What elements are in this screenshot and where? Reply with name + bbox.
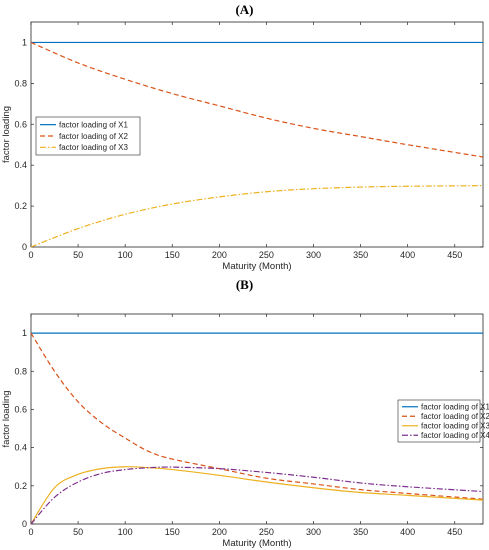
chart-1-x-tick-label: 300 [306,527,321,537]
chart-1-legend-label-x1: factor loading of X1 [421,403,489,412]
chart-1-x-tick-label: 400 [400,527,415,537]
chart-1-x-tick-label: 0 [28,527,33,537]
chart-0-legend-label-x1: factor loading of X1 [59,120,128,129]
chart-0-x-tick-label: 350 [353,250,368,260]
chart-1-x-axis-label: Maturity (Month) [222,538,291,549]
chart-0-y-tick-label: 0.8 [14,78,27,88]
chart-0-x-tick-label: 100 [118,250,133,260]
chart-1-plot-frame [30,313,484,525]
chart-0-y-tick-label: 0.6 [14,119,27,129]
chart-0-x-tick-label: 200 [212,250,227,260]
chart-0-y-axis-label: factor loading [1,106,12,163]
chart-1-x-tick-label: 100 [118,527,133,537]
chart-0-y-tick-label: 1 [22,37,27,47]
chart-0-x-axis-label: Maturity (Month) [222,261,291,272]
chart-0-x-tick-label: 400 [400,250,415,260]
chart-0-x-tick-label: 50 [73,250,83,260]
chart-1-x-tick-label: 350 [353,527,368,537]
chart-0-x-tick-label: 450 [447,250,462,260]
chart-1-y-tick-label: 0 [22,519,27,529]
chart-1-x-tick-label: 200 [212,527,227,537]
chart-1-series-line-x4 [30,466,484,525]
panel-b-label: (B) [235,277,254,292]
panel-a-label: (A) [235,2,254,17]
chart-0-series-line-x3 [30,185,484,248]
chart-1-y-axis-label: factor loading [1,390,12,447]
chart-1-x-tick-label: 150 [165,527,180,537]
chart-1-y-tick-label: 0.2 [14,481,27,491]
chart-0-x-tick-label: 150 [165,250,180,260]
chart-1-legend-label-x4: factor loading of X4 [421,431,489,440]
chart-1-legend-label-x2: factor loading of X2 [421,412,489,421]
chart-1-x-tick-label: 450 [447,527,462,537]
chart-1-y-tick-label: 0.6 [14,404,27,414]
chart-0-plot-frame [30,21,484,248]
chart-1-series-line-x2 [30,332,484,500]
chart-1-x-tick-label: 250 [259,527,274,537]
chart-0-y-tick-label: 0.4 [14,160,27,170]
chart-0-y-tick-label: 0 [22,242,27,252]
chart-0-legend-label-x3: factor loading of X3 [59,143,128,152]
chart-1-legend-label-x3: factor loading of X3 [421,422,489,431]
chart-1-y-tick-label: 0.4 [14,443,27,453]
chart-0-legend-box [35,116,141,156]
chart-1-series-line-x3 [30,466,484,525]
chart-0-legend-label-x2: factor loading of X2 [59,132,128,141]
chart-1-x-tick-label: 50 [73,527,83,537]
chart-0-series-line-x2 [30,41,484,158]
chart-0-x-tick-label: 250 [259,250,274,260]
chart-0-x-tick-label: 0 [28,250,33,260]
chart-0-y-tick-label: 0.2 [14,201,27,211]
chart-1-y-tick-label: 1 [22,328,27,338]
chart-0-x-tick-label: 300 [306,250,321,260]
chart-1-y-tick-label: 0.8 [14,366,27,376]
